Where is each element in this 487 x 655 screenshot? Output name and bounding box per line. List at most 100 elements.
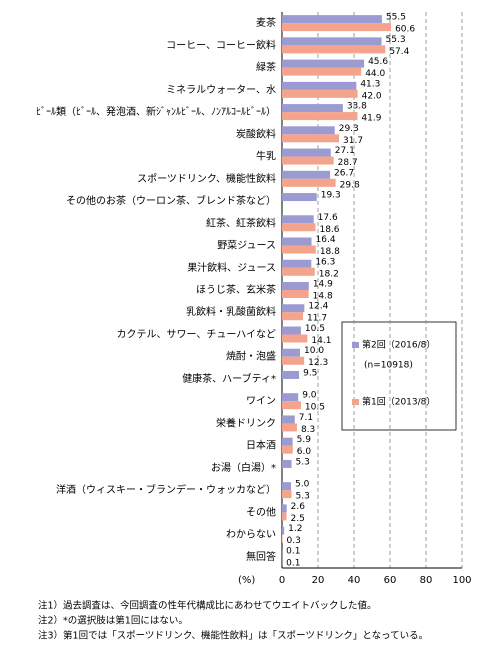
value-label: 60.6: [395, 25, 415, 35]
legend-note: (n=10918): [364, 361, 413, 371]
value-label: 41.3: [360, 79, 380, 89]
value-label: 1.2: [288, 524, 302, 534]
value-label: 9.0: [302, 391, 317, 401]
bar: [282, 23, 392, 32]
bar: [282, 81, 357, 90]
y-tick-label: その他: [246, 505, 276, 518]
value-label: 12.3: [308, 358, 328, 368]
legend-swatch: [352, 399, 359, 405]
bar: [282, 282, 309, 290]
bar: [282, 156, 334, 165]
value-label: 10.5: [305, 403, 325, 413]
y-tick-label: その他のお茶（ウーロン茶、ブレンド茶など）: [66, 194, 276, 207]
value-label: 10.0: [304, 346, 324, 356]
value-label: 26.7: [334, 168, 354, 178]
value-label: 5.0: [295, 480, 310, 490]
bar: [282, 526, 285, 535]
x-tick-label: 40: [348, 575, 361, 586]
y-tick-label: 果汁飲料、ジュース: [187, 261, 276, 274]
bar: [282, 490, 292, 499]
value-label: 18.8: [320, 247, 340, 257]
bar: [282, 215, 314, 224]
bar: [282, 504, 287, 513]
y-tick-label: ミネラルウォーター、水: [166, 84, 276, 96]
y-tick-label: ワイン: [246, 396, 276, 407]
y-tick-label: お湯（白湯）*: [211, 461, 276, 474]
value-label: 55.5: [386, 13, 406, 23]
value-label: 16.3: [315, 257, 335, 267]
legend-box: [341, 321, 457, 431]
bar: [282, 370, 300, 379]
bar: [282, 326, 301, 335]
value-label: 18.2: [319, 269, 339, 279]
y-tick-label: 紅茶、紅茶飲料: [206, 216, 276, 229]
bar: [282, 148, 331, 157]
value-label: 12.4: [308, 302, 328, 312]
bar: [282, 259, 312, 268]
y-tick-label: 乳飲料・乳酸菌飲料: [186, 305, 276, 318]
value-label: 0.1: [286, 546, 300, 556]
value-label: 16.4: [316, 235, 336, 245]
bar: [282, 415, 295, 424]
y-tick-label: 炭酸飲料: [236, 127, 276, 140]
value-label: 2.5: [291, 514, 305, 524]
y-tick-label: 焼酎・泡盛: [226, 350, 276, 363]
note: 注2）*の選択肢は第1回にはない。: [38, 615, 188, 627]
bar: [282, 290, 309, 298]
value-label: 14.8: [313, 292, 333, 302]
value-label: 33.8: [347, 102, 367, 112]
value-label: 6.0: [297, 447, 312, 457]
x-tick-label: 80: [420, 575, 433, 586]
value-label: 55.3: [386, 35, 406, 45]
y-tick-label: 緑茶: [256, 61, 276, 74]
bar: [282, 423, 297, 432]
value-label: 0.1: [286, 558, 300, 568]
value-label: 8.3: [301, 425, 315, 435]
note: 注3）第1回では「スポーツドリンク、機能性飲料」は「スポーツドリンク」となってい…: [38, 630, 428, 642]
x-axis-label: (%): [238, 575, 255, 586]
x-tick-label: 0: [279, 575, 285, 586]
value-label: 14.9: [313, 280, 333, 290]
y-tick-label: 栄養ドリンク: [216, 416, 276, 429]
value-label: 44.0: [365, 69, 385, 79]
y-tick-label: ほうじ茶、玄米茶: [196, 283, 276, 296]
bar: [282, 267, 315, 276]
value-label: 57.4: [389, 47, 409, 57]
bar: [282, 67, 362, 76]
bar: [282, 312, 304, 321]
x-tick-label: 20: [312, 575, 325, 586]
legend-label: 第1回（2013/8）: [362, 396, 435, 408]
value-label: 14.1: [311, 336, 331, 346]
value-label: 17.6: [318, 213, 338, 223]
bar: [282, 534, 283, 543]
value-label: 29.3: [339, 124, 359, 134]
bar: [282, 334, 308, 343]
value-label: 27.1: [335, 146, 355, 156]
value-label: 11.7: [307, 314, 327, 324]
value-label: 5.9: [297, 435, 312, 445]
bar: [282, 45, 386, 54]
bar: [282, 37, 382, 46]
value-label: 18.6: [319, 225, 339, 235]
y-tick-label: カクテル、サワー、チューハイなど: [117, 328, 277, 340]
legend-swatch: [352, 342, 359, 348]
bar: [282, 193, 317, 202]
note: 注1）過去調査は、今回調査の性年代構成比にあわせてウエイトバックした値。: [38, 600, 377, 612]
y-tick-label: スポーツドリンク、機能性飲料: [137, 172, 276, 185]
bar: [282, 445, 293, 454]
value-label: 5.3: [296, 492, 310, 502]
bar: [282, 304, 305, 313]
bar: [282, 178, 336, 187]
y-tick-label: 洋酒（ウィスキー・ブランデー・ウォッカなど）: [56, 483, 276, 496]
y-tick-label: 麦茶: [256, 16, 276, 29]
bar: [282, 15, 382, 24]
bar: [282, 126, 335, 135]
bar: [282, 223, 316, 232]
y-tick-label: わからない: [226, 529, 276, 541]
bar: [282, 437, 293, 446]
value-label: 31.7: [343, 136, 363, 146]
bar: [282, 459, 292, 468]
value-label: 5.3: [296, 457, 310, 467]
